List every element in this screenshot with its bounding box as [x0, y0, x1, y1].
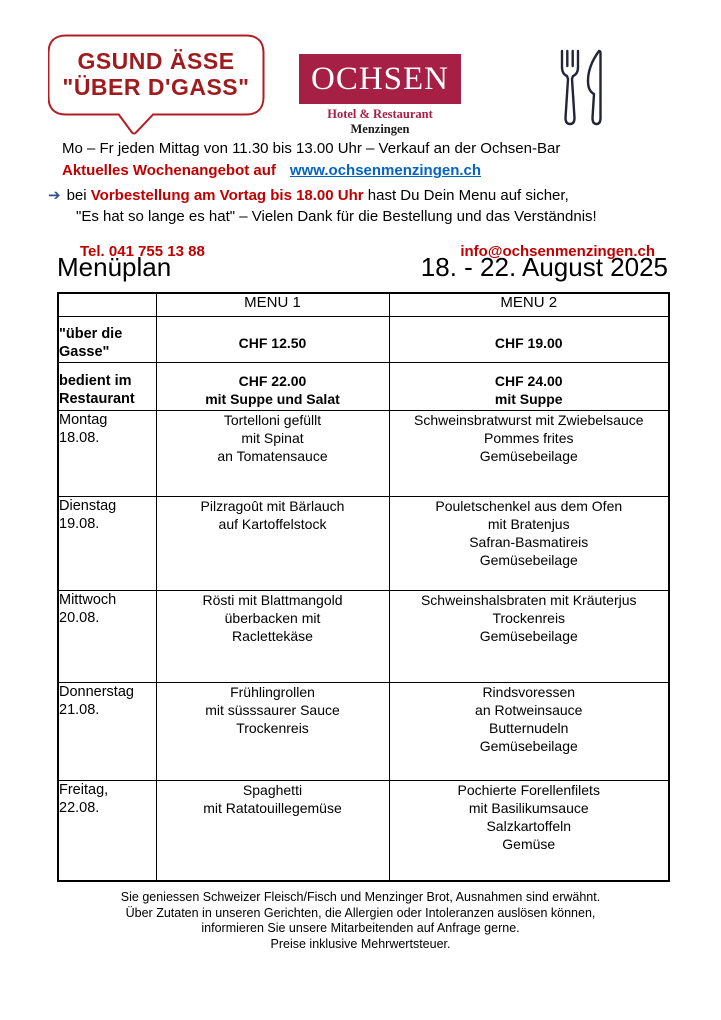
ochsen-logo: OCHSEN Hotel & Restaurant Menzingen	[299, 54, 461, 137]
weekly-offer-line: Aktuelles Wochenangebot auf www.ochsenmen…	[62, 160, 721, 181]
menu1-cell: Frühlingrollen mit süsssaurer Sauce Troc…	[155, 682, 390, 781]
menu1-cell: Tortelloni gefüllt mit Spinat an Tomaten…	[155, 410, 390, 497]
preorder-post: hast Du Dein Menu auf sicher,	[363, 187, 569, 204]
menu1-cell: Rösti mit Blattmangold überbacken mit Ra…	[155, 590, 390, 683]
row-label: Montag 18.08.	[57, 410, 157, 497]
table-header-row: MENU 1 MENU 2	[57, 292, 670, 317]
table-row: Montag 18.08. Tortelloni gefüllt mit Spi…	[57, 410, 670, 497]
badge-line1: GSUND ÄSSE	[77, 48, 235, 74]
ochsen-logo-box: OCHSEN	[299, 54, 461, 104]
table-row: Donnerstag 21.08. Frühlingrollen mit süs…	[57, 682, 670, 781]
title-row: Menüplan 18. - 22. August 2025	[57, 252, 668, 283]
fork-knife-icon	[560, 49, 602, 126]
preorder-line: ➔ bei Vorbestellung am Vortag bis 18.00 U…	[48, 185, 721, 206]
menu1-cell: CHF 22.00 mit Suppe und Salat	[155, 362, 390, 411]
table-row: bedient im Restaurant CHF 22.00 mit Supp…	[57, 362, 670, 411]
speech-bubble-shape	[48, 34, 265, 135]
badge-text: GSUND ÄSSE "ÜBER D'GASS"	[48, 48, 264, 100]
menu2-cell: Schweinsbratwurst mit Zwiebelsauce Pomme…	[388, 410, 670, 497]
table-row: Mittwoch 20.08. Rösti mit Blattmangold ü…	[57, 590, 670, 683]
row-label: bedient im Restaurant	[57, 362, 157, 411]
header: GSUND ÄSSE "ÜBER D'GASS" OCHSEN Hotel & …	[0, 0, 721, 142]
menu2-cell: Pochierte Forellenfilets mit Basilikumsa…	[388, 780, 670, 881]
ochsen-logo-subtitle: Hotel & Restaurant Menzingen	[299, 107, 461, 137]
weekly-offer-label: Aktuelles Wochenangebot auf	[62, 162, 276, 179]
header-menu1: MENU 1	[155, 292, 390, 317]
menu2-cell: Rindsvoressen an Rotweinsauce Butternude…	[388, 682, 670, 781]
header-empty	[57, 292, 157, 317]
email-address[interactable]: info@ochsenmenzingen.ch	[460, 243, 655, 260]
menu1-cell: Pilzragoût mit Bärlauch auf Kartoffelsto…	[155, 496, 390, 591]
phone-number: Tel. 041 755 13 88	[80, 243, 205, 260]
menu1-cell: CHF 12.50	[155, 316, 390, 363]
gsund-aesse-badge: GSUND ÄSSE "ÜBER D'GASS"	[48, 34, 266, 136]
row-label: Donnerstag 21.08.	[57, 682, 157, 781]
logo-subtitle-black: Menzingen	[350, 122, 410, 136]
menu-table: MENU 1 MENU 2 "über die Gasse" CHF 12.50…	[57, 292, 670, 882]
row-label: "über die Gasse"	[57, 316, 157, 363]
footer-disclaimer: Sie geniessen Schweizer Fleisch/Fisch un…	[120, 890, 601, 951]
table-row: "über die Gasse" CHF 12.50 CHF 19.00	[57, 316, 670, 363]
page-title: Menüplan	[57, 252, 172, 282]
intro-block: Mo – Fr jeden Mittag von 11.30 bis 13.00…	[0, 138, 721, 262]
preorder-pre: bei	[66, 187, 91, 204]
website-link[interactable]: www.ochsenmenzingen.ch	[289, 162, 482, 179]
thanks-line: "Es hat so lange es hat" – Vielen Dank f…	[76, 208, 597, 225]
contact-row: Tel. 041 755 13 88 info@ochsenmenzingen.…	[80, 241, 655, 262]
menu1-cell: Spaghetti mit Ratatouillegemüse	[155, 780, 390, 881]
badge-line2: "ÜBER D'GASS"	[62, 74, 250, 100]
header-menu2: MENU 2	[388, 292, 670, 317]
date-range: 18. - 22. August 2025	[420, 252, 668, 282]
menu2-cell: Pouletschenkel aus dem Ofen mit Bratenju…	[388, 496, 670, 591]
row-label: Freitag, 22.08.	[57, 780, 157, 881]
row-label: Dienstag 19.08.	[57, 496, 157, 591]
preorder-highlight: Vorbestellung am Vortag bis 18.00 Uhr	[90, 187, 364, 204]
menu2-cell: Schweinshalsbraten mit Kräuterjus Trocke…	[388, 590, 670, 683]
logo-subtitle-red: Hotel & Restaurant	[327, 107, 433, 121]
opening-hours-line: Mo – Fr jeden Mittag von 11.30 bis 13.00…	[62, 140, 561, 157]
row-label: Mittwoch 20.08.	[57, 590, 157, 683]
arrow-icon: ➔	[48, 187, 61, 204]
table-row: Freitag, 22.08. Spaghetti mit Ratatouill…	[57, 780, 670, 881]
menu2-cell: CHF 24.00 mit Suppe	[388, 362, 670, 411]
menu2-cell: CHF 19.00	[388, 316, 670, 363]
table-row: Dienstag 19.08. Pilzragoût mit Bärlauch …	[57, 496, 670, 591]
